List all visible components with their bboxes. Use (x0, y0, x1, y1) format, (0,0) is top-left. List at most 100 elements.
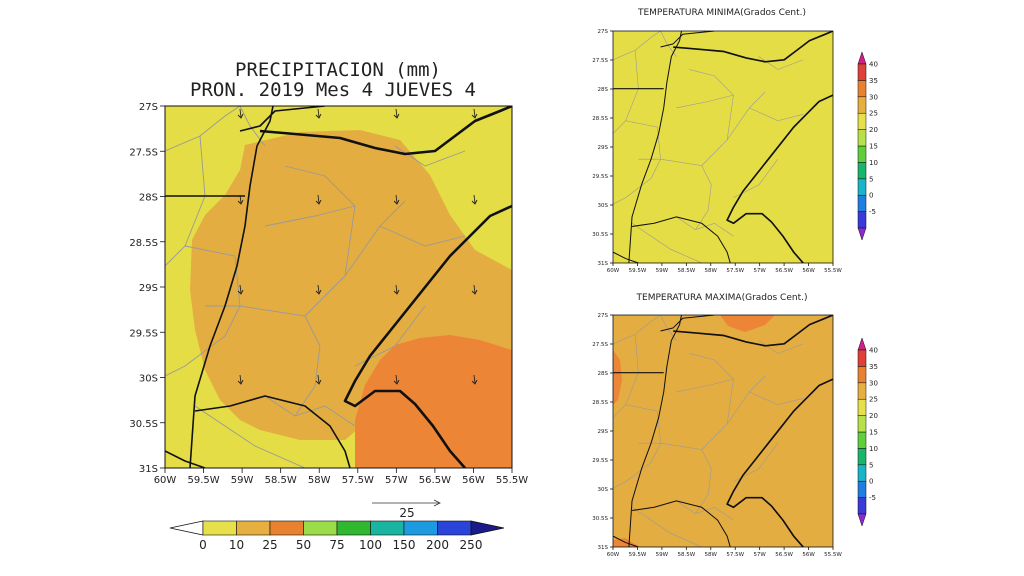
tmax-colorbar-segment (857, 464, 867, 482)
tmax-colorbar-label: 30 (869, 379, 878, 387)
tmin-lon-tick-label: 59.5W (629, 268, 647, 274)
vector-reference-label: 25 (399, 506, 414, 520)
wind-vector-arrow (315, 374, 322, 385)
wind-vector-arrow (393, 374, 400, 385)
tmin-lon-tick-label: 58W (705, 268, 718, 274)
precip-title-line1: PRECIPITACION (mm) (235, 59, 441, 81)
colorbar-segment (202, 520, 237, 536)
tmax-lon-tick-label: 59.5W (629, 552, 647, 558)
tmin-colorbar-label: 35 (869, 77, 878, 85)
precip-lon-tick-label: 57W (385, 475, 408, 486)
tmin-colorbar-label: 30 (869, 93, 878, 101)
tmin-lon-tick-label: 55.5W (824, 268, 842, 274)
precip-lat-tick-label: 30.5S (129, 419, 158, 430)
tmin-lat-tick-label: 29.5S (592, 174, 608, 180)
tmax-lon-ticks: 60W 59.5W 59W 58.5W 58W 57.5W 57W 56.5W 56W 55.5W (607, 547, 842, 558)
tmax-hot-spot-north (720, 315, 775, 332)
tmin-colorbar-label: 25 (869, 110, 878, 118)
tmax-colorbar-segment (857, 349, 867, 367)
colorbar-segment (269, 520, 304, 536)
tmax-fill (613, 315, 833, 547)
colorbar-segment (303, 520, 338, 536)
wind-vector-arrow (315, 284, 322, 295)
colorbar-segment (336, 520, 371, 536)
tmin-colorbar-bottom-arrow (857, 227, 867, 241)
tmin-lat-tick-label: 28S (598, 87, 609, 93)
tmax-colorbar-label: 0 (869, 478, 873, 486)
tmin-colorbar-segment (857, 211, 867, 229)
tmax-colorbar-bottom-arrow (857, 513, 867, 527)
colorbar-label: 75 (329, 538, 344, 552)
tmax-lon-tick-label: 60W (607, 552, 620, 558)
tmax-colorbar-label: 35 (869, 363, 878, 371)
tmax-lat-ticks: 27S 27.5S 28S 28.5S 29S 29.5S 30S 30.5S 31S (592, 313, 613, 551)
tmax-colorbar-segment (857, 480, 867, 498)
precip-lon-tick-label: 59.5W (187, 475, 219, 486)
tmax-colorbar: -5 0 5 10 15 20 25 30 35 40 (857, 337, 878, 527)
tmin-colorbar-segment (857, 194, 867, 212)
colorbar-label: 25 (262, 538, 277, 552)
tmin-colorbar-label: 15 (869, 143, 878, 151)
wind-vector-arrow (471, 194, 478, 205)
precip-lon-tick-label: 59W (231, 475, 254, 486)
wind-vector-arrow (237, 194, 244, 205)
precip-wind-vectors (237, 108, 478, 385)
tmin-map: TEMPERATURA MINIMA(Grados Cent.) 27S 27.5… (592, 8, 878, 274)
tmax-lat-tick-label: 30.5S (592, 516, 608, 522)
tmax-colorbar-segment (857, 382, 867, 400)
colorbar-high-arrow (470, 520, 505, 536)
tmax-lat-tick-label: 27S (598, 313, 609, 319)
wind-vector-arrow (393, 108, 400, 119)
tmin-colorbar-label: 40 (869, 61, 878, 69)
tmax-colorbar-segment (857, 431, 867, 449)
precip-lon-tick-label: 56.5W (419, 475, 451, 486)
tmax-colorbar-segment (857, 398, 867, 416)
colorbar-segment (370, 520, 405, 536)
colorbar-label: 150 (393, 538, 416, 552)
tmax-colorbar-label: 10 (869, 445, 878, 453)
tmin-colorbar-label: 5 (869, 175, 873, 183)
tmax-colorbar-segment (857, 448, 867, 466)
precip-fill-high (355, 335, 512, 468)
tmax-lat-tick-label: 31S (598, 545, 609, 551)
precip-map: PRECIPITACION (mm) PRON. 2019 Mes 4 JUEV… (129, 59, 528, 552)
colorbar-label: 10 (229, 538, 244, 552)
precip-lat-tick-label: 27S (139, 102, 158, 113)
tmax-lon-tick-label: 56.5W (775, 552, 793, 558)
tmin-lon-tick-label: 56.5W (775, 268, 793, 274)
wind-vector-arrow (393, 194, 400, 205)
tmin-lat-tick-label: 29S (598, 145, 609, 151)
tmin-colorbar-label: 0 (869, 192, 873, 200)
precip-lon-tick-label: 57.5W (342, 475, 374, 486)
tmax-colorbar-segment (857, 415, 867, 433)
colorbar-label: 0 (199, 538, 207, 552)
colorbar-low-arrow (169, 520, 204, 536)
tmax-colorbar-label: 20 (869, 412, 878, 420)
tmax-lat-tick-label: 29.5S (592, 458, 608, 464)
tmin-colorbar-segment (857, 162, 867, 180)
precip-lat-tick-label: 29.5S (129, 328, 158, 339)
wind-vector-arrow (237, 284, 244, 295)
wind-vector-arrow (471, 374, 478, 385)
tmin-colorbar-top-arrow (857, 51, 867, 65)
tmin-colorbar-segment (857, 129, 867, 147)
tmax-lon-tick-label: 58.5W (677, 552, 695, 558)
tmin-lat-tick-label: 27S (598, 29, 609, 35)
precip-lon-tick-label: 56W (462, 475, 485, 486)
precip-lon-tick-label: 58.5W (265, 475, 297, 486)
wind-vector-arrow (393, 284, 400, 295)
tmin-colorbar-segment (857, 178, 867, 196)
precip-lat-tick-label: 31S (139, 464, 158, 475)
precip-lon-tick-label: 55.5W (496, 475, 528, 486)
tmin-fill (613, 31, 833, 263)
tmax-colorbar-segment (857, 366, 867, 384)
wind-vector-arrow (237, 374, 244, 385)
colorbar-label: 100 (359, 538, 382, 552)
tmin-lon-tick-label: 57W (753, 268, 766, 274)
tmin-lon-tick-label: 56W (802, 268, 815, 274)
tmax-lat-tick-label: 30S (598, 487, 609, 493)
tmax-lon-tick-label: 55.5W (824, 552, 842, 558)
tmin-lat-tick-label: 30.5S (592, 232, 608, 238)
tmax-colorbar-label: 15 (869, 429, 878, 437)
tmax-title: TEMPERATURA MAXIMA(Grados Cent.) (636, 293, 808, 303)
